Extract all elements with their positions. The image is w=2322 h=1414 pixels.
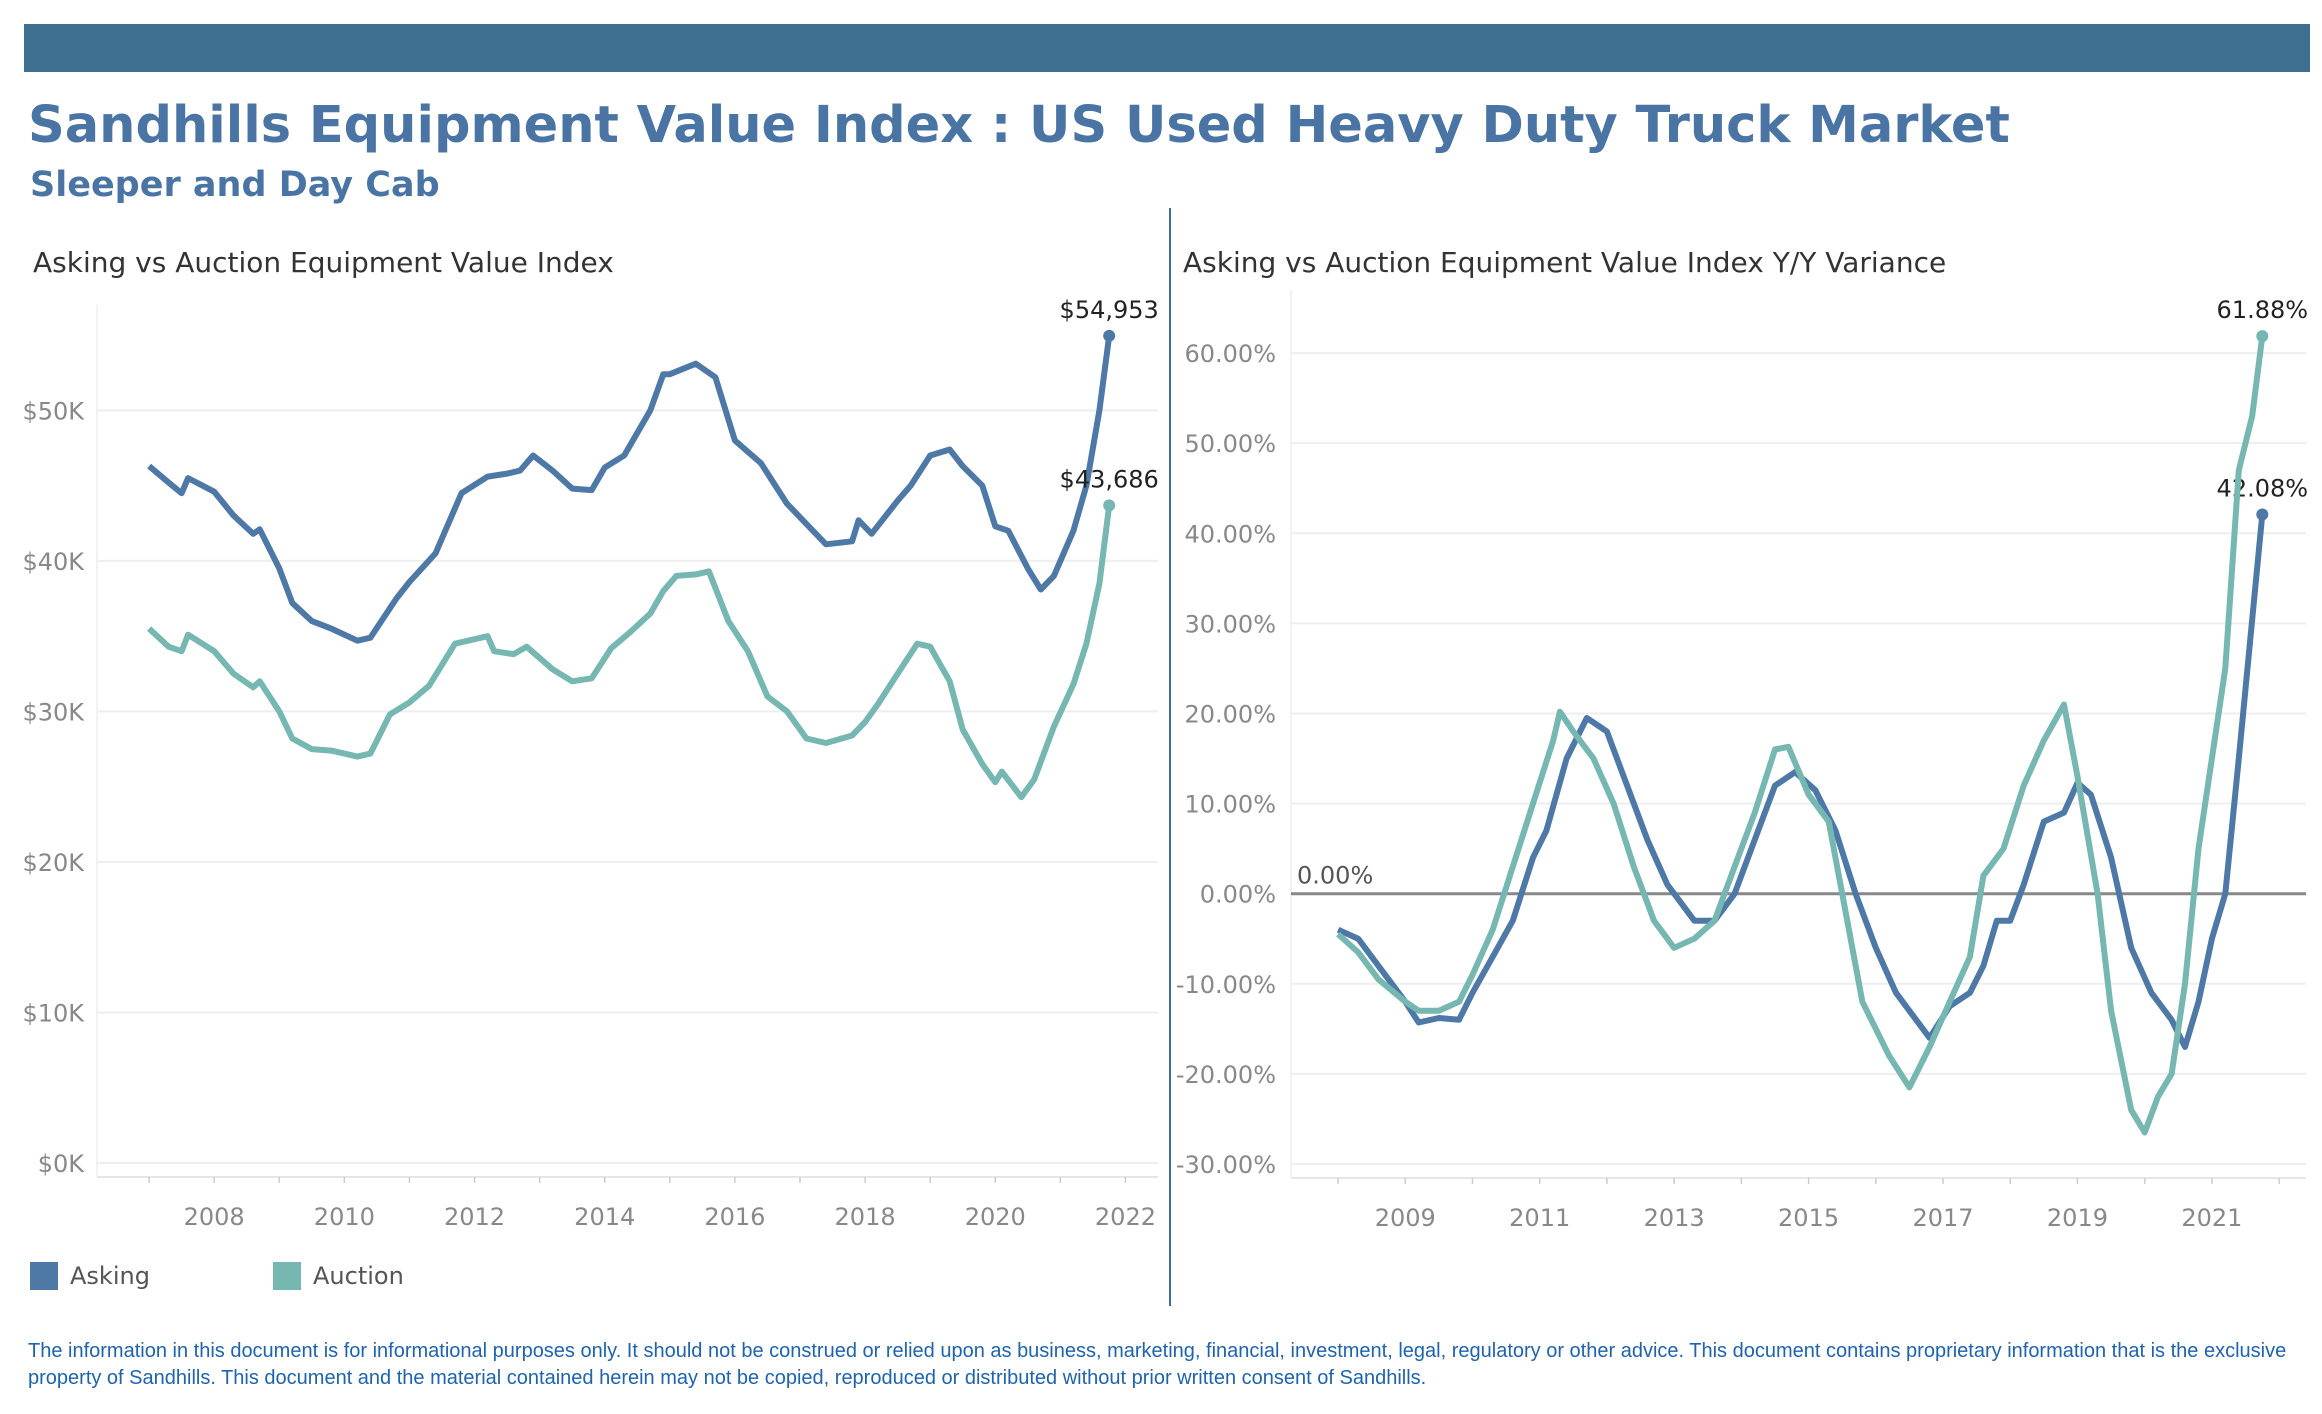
divider bbox=[1169, 208, 1171, 1306]
y-tick-label: $40K bbox=[22, 548, 85, 576]
x-tick-label: 2017 bbox=[1912, 1204, 1973, 1232]
y-tick-label: 20.00% bbox=[1184, 700, 1276, 728]
x-tick-label: 2015 bbox=[1778, 1204, 1839, 1232]
y-tick-label: $0K bbox=[38, 1150, 86, 1178]
header-bar bbox=[24, 24, 2310, 72]
auction-swatch bbox=[273, 1262, 301, 1290]
legend-auction[interactable]: Auction bbox=[273, 1262, 404, 1290]
asking-swatch bbox=[30, 1262, 58, 1290]
y-tick-label: $20K bbox=[22, 849, 85, 877]
y-tick-label: 60.00% bbox=[1184, 340, 1276, 368]
x-tick-label: 2008 bbox=[184, 1203, 245, 1231]
end-label-asking: 42.08% bbox=[2217, 475, 2309, 503]
y-tick-label: -10.00% bbox=[1176, 971, 1276, 999]
right-chart-title: Asking vs Auction Equipment Value Index … bbox=[1183, 246, 1947, 279]
y-tick-label: $30K bbox=[22, 698, 85, 726]
left-chart-title: Asking vs Auction Equipment Value Index bbox=[33, 246, 614, 279]
x-tick-label: 2020 bbox=[965, 1203, 1026, 1231]
x-tick-label: 2014 bbox=[574, 1203, 635, 1231]
y-tick-label: 50.00% bbox=[1184, 430, 1276, 458]
y-tick-label: $50K bbox=[22, 397, 85, 425]
y-tick-label: 30.00% bbox=[1184, 610, 1276, 638]
x-tick-label: 2022 bbox=[1095, 1203, 1156, 1231]
end-label-auction: $43,686 bbox=[1060, 465, 1159, 493]
x-tick-label: 2018 bbox=[835, 1203, 896, 1231]
end-point-auction bbox=[2256, 330, 2269, 343]
x-tick-label: 2013 bbox=[1644, 1204, 1705, 1232]
x-tick-label: 2011 bbox=[1509, 1204, 1570, 1232]
page-subtitle: Sleeper and Day Cab bbox=[30, 165, 440, 205]
y-tick-label: 10.00% bbox=[1184, 791, 1276, 819]
disclaimer-text: The information in this document is for … bbox=[28, 1340, 2287, 1389]
yy-variance-chart: -30.00% -20.00% -10.00% 0.00% 10.00% 20.00% 30… bbox=[1176, 290, 2309, 1232]
y-tick-label: -30.00% bbox=[1176, 1151, 1276, 1179]
x-tick-label: 2012 bbox=[444, 1203, 505, 1231]
y-tick-label: -20.00% bbox=[1176, 1061, 1276, 1089]
x-tick-label: 2016 bbox=[704, 1203, 765, 1231]
end-label-asking: $54,953 bbox=[1060, 296, 1159, 324]
series-line-auction bbox=[147, 505, 1113, 801]
page-title: Sandhills Equipment Value Index : US Use… bbox=[28, 96, 2010, 155]
end-point-auction bbox=[1103, 499, 1116, 512]
asking-auction-index-chart: $0K $10K $20K $30K $40K $50K 2008 2010 2012 2014 2… bbox=[22, 296, 1159, 1231]
y-tick-label: $10K bbox=[22, 999, 85, 1027]
y-tick-label: 0.00% bbox=[1200, 881, 1276, 909]
x-tick-label: 2021 bbox=[2181, 1204, 2242, 1232]
end-point-asking bbox=[2256, 508, 2269, 521]
x-tick-label: 2010 bbox=[314, 1203, 375, 1231]
legend-asking[interactable]: Asking bbox=[30, 1262, 150, 1290]
series-line-auction bbox=[1336, 335, 2266, 1136]
series-line-asking bbox=[147, 335, 1113, 644]
x-tick-label: 2019 bbox=[2047, 1204, 2108, 1232]
end-point-asking bbox=[1103, 329, 1116, 342]
series-line-asking bbox=[1336, 514, 2266, 1050]
y-tick-label: 40.00% bbox=[1184, 520, 1276, 548]
x-tick-label: 2009 bbox=[1375, 1204, 1436, 1232]
end-label-auction: 61.88% bbox=[2217, 296, 2309, 324]
reference-line-label: 0.00% bbox=[1297, 862, 1373, 890]
legend-asking-label: Asking bbox=[70, 1262, 150, 1290]
legend-auction-label: Auction bbox=[313, 1262, 404, 1290]
